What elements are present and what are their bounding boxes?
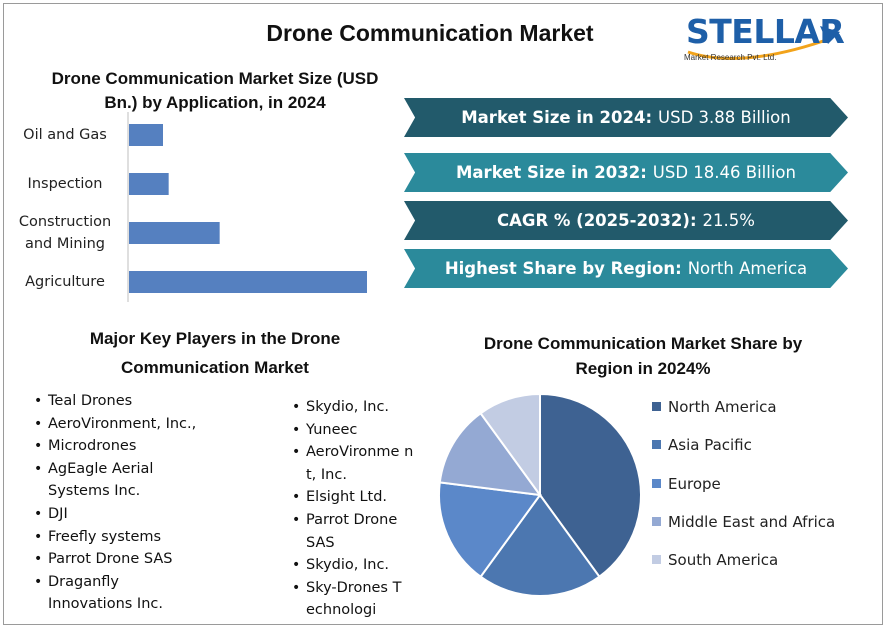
list-item: AeroVironme nt, Inc. xyxy=(292,441,416,486)
banner-cagr: CAGR % (2025-2032): 21.5% xyxy=(404,201,848,240)
legend-item-north-america: North America xyxy=(652,396,835,434)
legend-label: Middle East and Africa xyxy=(668,512,836,531)
pie-slice-south-america xyxy=(479,392,541,499)
list-item: Elsight Ltd. xyxy=(292,486,416,509)
legend-label: Europe xyxy=(668,474,721,493)
list-item: Parrot Drone SAS xyxy=(292,509,416,554)
bar-construction-and-mining xyxy=(129,222,220,244)
key-players-title: Major Key Players in the Drone Communica… xyxy=(89,329,341,377)
banner-market-size-2032: Market Size in 2032: USD 18.46 Billion xyxy=(404,153,848,192)
banner-value: North America xyxy=(687,259,808,278)
legend-swatch xyxy=(652,402,661,411)
bar-label-inspection: Inspection xyxy=(27,176,103,192)
banner-value: USD 18.46 Billion xyxy=(652,163,796,182)
key-players-list-2: Skydio, Inc. Yuneec AeroVironme nt, Inc.… xyxy=(292,396,416,622)
pie-chart xyxy=(438,392,642,597)
bar-inspection xyxy=(129,173,169,195)
banner-highest-share-region: Highest Share by Region: North America xyxy=(404,249,848,288)
list-item: Skydio, Inc. xyxy=(292,554,416,577)
legend-swatch xyxy=(652,478,661,488)
logo-tagline: Market Research Pvt. Ltd. xyxy=(684,53,777,62)
list-item: Freefly systems xyxy=(34,526,248,549)
bar-chart-title: Drone Communication Market Size (USD Bn.… xyxy=(51,69,379,112)
list-item: DJI xyxy=(34,503,248,526)
list-item: AeroVironment, Inc., xyxy=(34,413,248,436)
list-item: AgEagle Aerial Systems Inc. xyxy=(34,458,168,503)
logo-wordmark: STELLAR xyxy=(686,12,845,51)
pie-slice-asia-pacific xyxy=(479,493,601,597)
legend-item-europe: Europe xyxy=(652,473,835,511)
bar-label-agriculture: Agriculture xyxy=(25,274,105,290)
list-item: Skydio, Inc. xyxy=(292,396,416,419)
banner-label: CAGR % (2025-2032): xyxy=(497,211,697,230)
list-item: Teal Drones xyxy=(34,390,248,413)
banner-value: USD 3.88 Billion xyxy=(658,108,791,127)
pie-slice-middle-east-and-africa xyxy=(438,411,543,497)
list-item: Parrot Drone SAS xyxy=(34,548,248,571)
bar-oil-and-gas xyxy=(129,124,163,146)
logo-swoosh-icon xyxy=(687,26,840,60)
list-item: Microdrones xyxy=(34,435,248,458)
pie-slice-europe xyxy=(438,481,542,579)
legend-swatch xyxy=(652,555,661,565)
pie-legend: North America Asia Pacific Europe Middle… xyxy=(652,396,835,587)
pie-chart-title: Drone Communication Market Share by Regi… xyxy=(483,334,803,378)
banner-label: Highest Share by Region: xyxy=(444,259,682,278)
legend-item-middle-east-africa: Middle East and Africa xyxy=(652,511,835,549)
legend-swatch xyxy=(652,516,661,526)
banner-value: 21.5% xyxy=(702,211,755,230)
banner-label: Market Size in 2032: xyxy=(456,163,647,182)
list-item: Sky-Drones Technologi xyxy=(292,577,406,622)
key-players-list-1: Teal Drones AeroVironment, Inc., Microdr… xyxy=(34,390,248,616)
list-item: Draganfly Innovations Inc. xyxy=(34,571,188,616)
banner-market-size-2024: Market Size in 2024: USD 3.88 Billion xyxy=(404,98,848,137)
legend-label: South America xyxy=(668,551,779,570)
pie-slice-north-america xyxy=(539,392,642,579)
bar-label-construction-and-mining: Construction and Mining xyxy=(18,214,112,252)
banner-label: Market Size in 2024: xyxy=(461,108,653,127)
legend-item-south-america: South America xyxy=(652,549,835,587)
legend-label: Asia Pacific xyxy=(668,436,752,455)
page-title: Drone Communication Market xyxy=(266,20,594,46)
list-item: Yuneec xyxy=(292,419,416,442)
company-logo: STELLAR Market Research Pvt. Ltd. xyxy=(682,8,852,68)
legend-item-asia-pacific: Asia Pacific xyxy=(652,434,835,472)
legend-label: North America xyxy=(668,398,777,416)
bar-label-oil-and-gas: Oil and Gas xyxy=(23,127,107,143)
legend-swatch xyxy=(652,440,661,450)
bar-agriculture xyxy=(129,271,367,293)
